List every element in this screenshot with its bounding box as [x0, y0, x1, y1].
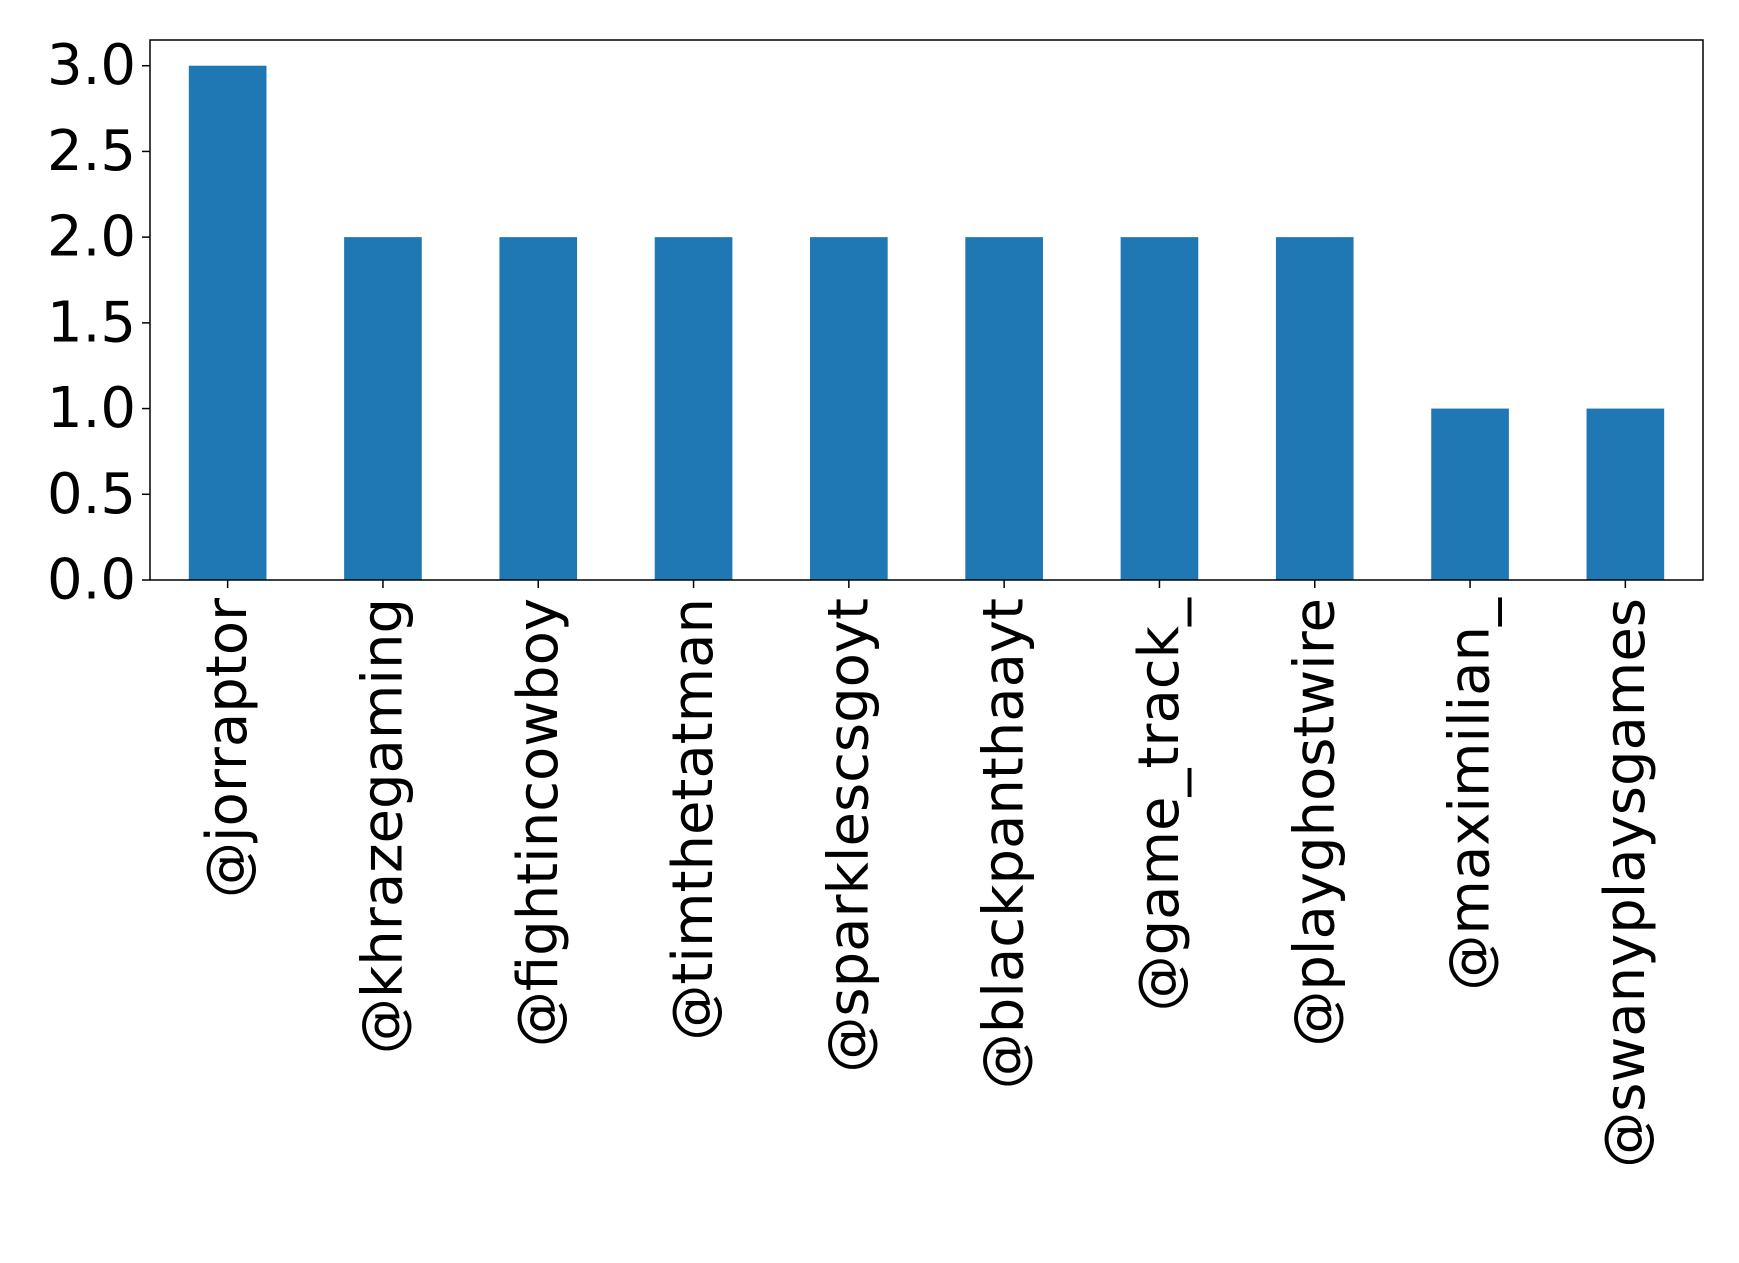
x-tick-label-2: @fightincowboy: [506, 598, 571, 1047]
x-tick-label-1: @khrazegaming: [350, 598, 415, 1054]
x-tick-label-9: @swanyplaysgames: [1593, 598, 1658, 1168]
bar-7: [1275, 237, 1354, 580]
x-tick-label-3: @timthetatman: [661, 598, 726, 1041]
bar-6: [1120, 237, 1199, 580]
x-tick-label-8: @maximilian_: [1438, 597, 1503, 991]
y-tick-label-2: 1.0: [47, 376, 136, 441]
bar-5: [965, 237, 1043, 580]
x-tick-label-6: @game_track_: [1127, 597, 1192, 1011]
bar-4: [810, 237, 888, 580]
bar-9: [1586, 408, 1665, 580]
y-tick-label-5: 2.5: [47, 119, 136, 184]
bar-2: [499, 237, 578, 580]
y-tick-label-4: 2.0: [47, 205, 136, 270]
y-tick-label-1: 0.5: [47, 462, 136, 527]
bars-group: [188, 65, 1665, 580]
plot-frame: [149, 39, 1704, 581]
y-tick-label-6: 3.0: [47, 33, 136, 98]
x-tick-label-0: @jorraptor: [195, 597, 260, 898]
y-axis: 0.0 0.5 1.0 1.5 2.0 2.5 3.0: [47, 33, 150, 613]
x-axis: @jorraptor @khrazegaming @fightincowboy @ti…: [195, 580, 1658, 1168]
bar-0: [188, 65, 267, 580]
bar-1: [344, 237, 422, 580]
y-tick-label-3: 1.5: [47, 290, 136, 355]
x-tick-label-5: @blackpanthaayt: [972, 598, 1037, 1089]
x-tick-label-7: @playghostwire: [1282, 598, 1347, 1047]
y-tick-label-0: 0.0: [47, 548, 136, 613]
x-tick-label-4: @sparklescsgoyt: [816, 598, 881, 1073]
bar-3: [654, 237, 733, 580]
bar-8: [1431, 408, 1509, 580]
